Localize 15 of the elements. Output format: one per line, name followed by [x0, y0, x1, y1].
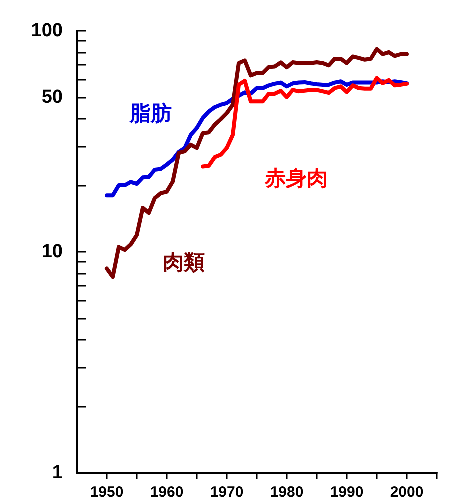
x-tick-label: 1970	[210, 484, 244, 501]
text: 赤身肉	[264, 166, 328, 190]
y-tick-label: 1	[52, 462, 64, 484]
x-tick-label: 1990	[330, 484, 364, 501]
line-series	[201, 76, 409, 169]
x-tick-label: 1980	[270, 484, 304, 501]
x-tick-label: 1950	[90, 484, 124, 501]
line-series	[105, 47, 409, 280]
x-tick-label: 1960	[150, 484, 184, 501]
x-tick-label: 2000	[390, 484, 424, 501]
y-tick-label: 10	[42, 242, 63, 262]
series-label: 肉類	[163, 250, 205, 274]
y-tick-label: 100	[31, 20, 63, 42]
series-label: 脂肪	[129, 102, 172, 126]
y-tick-label: 50	[42, 87, 63, 108]
